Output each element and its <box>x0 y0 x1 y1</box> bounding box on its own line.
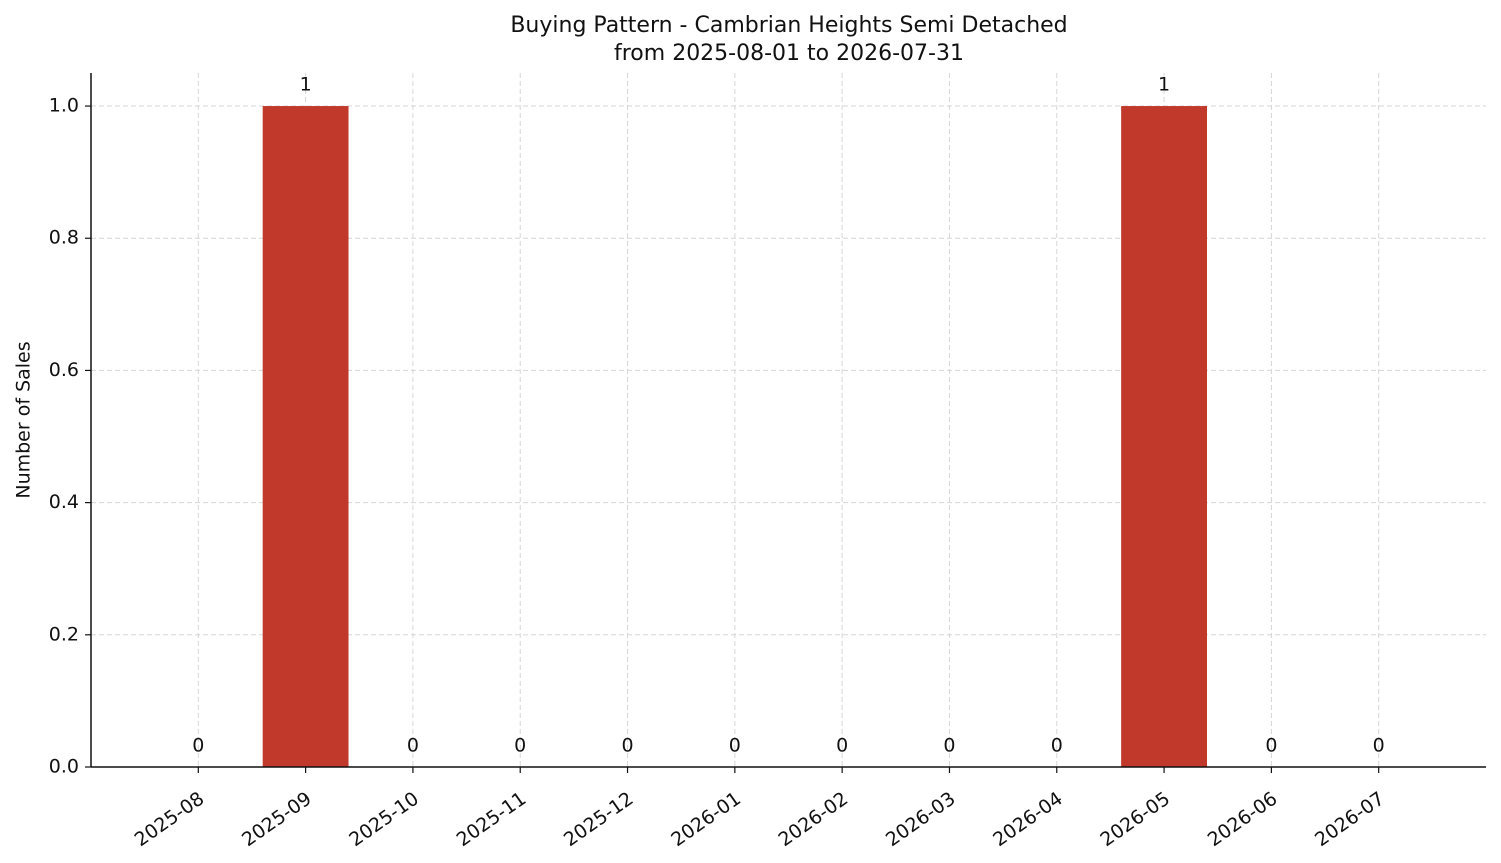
bar <box>262 106 349 768</box>
data-label: 0 <box>1051 735 1063 757</box>
bar <box>1121 106 1207 768</box>
y-tick-label: 0.4 <box>49 491 79 513</box>
y-tick-label: 0.8 <box>49 227 79 249</box>
data-label: 1 <box>1158 74 1170 96</box>
data-label: 0 <box>1373 735 1385 757</box>
x-tick-label: 2025-09 <box>238 788 316 852</box>
data-label: 0 <box>836 735 848 757</box>
data-label: 0 <box>943 735 955 757</box>
x-tick-label: 2026-03 <box>882 788 960 852</box>
data-label: 0 <box>1265 735 1277 757</box>
x-tick-label: 2025-08 <box>131 788 209 852</box>
data-label: 1 <box>300 74 312 96</box>
data-label: 0 <box>621 735 633 757</box>
x-tick-label: 2025-11 <box>453 788 531 852</box>
x-tick-label: 2026-05 <box>1096 788 1174 852</box>
x-tick-label: 2026-04 <box>989 788 1067 852</box>
chart-title: Buying Pattern - Cambrian Heights Semi D… <box>510 13 1067 38</box>
x-tick-label: 2026-02 <box>775 788 853 852</box>
marks <box>262 106 1207 768</box>
data-label: 0 <box>192 735 204 757</box>
data-label: 0 <box>407 735 419 757</box>
x-tick-label: 2025-12 <box>560 788 638 852</box>
data-label: 0 <box>514 735 526 757</box>
x-tick-label: 2026-01 <box>667 788 745 852</box>
chart-subtitle: from 2025-08-01 to 2026-07-31 <box>614 41 964 66</box>
x-tick-label: 2025-10 <box>345 788 423 852</box>
x-tick-label: 2026-06 <box>1204 788 1282 852</box>
data-label: 0 <box>729 735 741 757</box>
y-tick-label: 0.0 <box>49 756 79 778</box>
y-tick-label: 0.6 <box>49 359 79 381</box>
y-axis-label: Number of Sales <box>13 341 35 498</box>
y-tick-label: 0.2 <box>49 623 79 645</box>
y-tick-label: 1.0 <box>49 95 79 117</box>
x-tick-label: 2026-07 <box>1311 788 1389 852</box>
